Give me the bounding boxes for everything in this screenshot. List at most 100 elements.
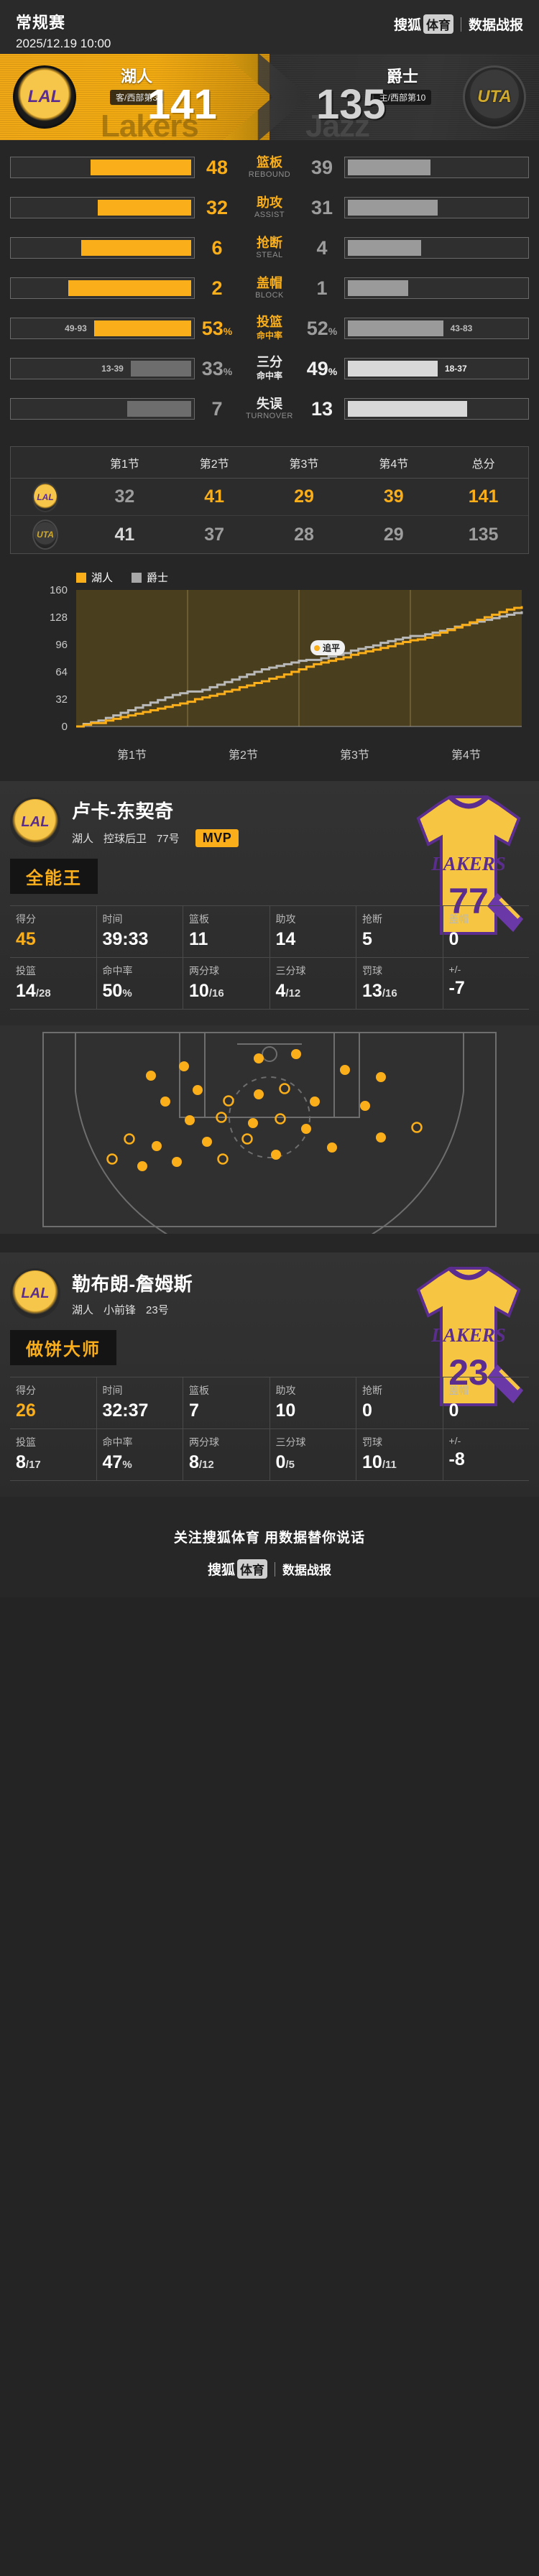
player-card-second: LAKERS 23 LAL 勒布朗-詹姆斯 湖人 小前锋 23号 做饼大师 得分 26 时间 32:3…: [0, 1252, 539, 1497]
stat-label-cn: 失误: [257, 397, 282, 412]
player-stat-key: 抢断: [362, 1385, 382, 1396]
player-stat-key: 抢断: [362, 913, 382, 925]
stat-label-cn: 投篮: [257, 314, 282, 329]
player-stat-cell: 命中率 47%: [97, 1429, 183, 1480]
svg-text:LAKERS: LAKERS: [430, 853, 506, 874]
player-stat-row: 得分 26 时间 32:37 篮板 7 助攻 10 抢断 0 盖帽 0: [10, 1377, 529, 1428]
player-number: 23号: [146, 1304, 169, 1316]
player-stat-cell: 三分球 4/12: [270, 958, 356, 1009]
player-stat-cell: 篮板 11: [183, 906, 270, 957]
scoreboard-hero: Lakers Jazz LAL UTA 湖人 客/西部第3 爵士 主/西部第10…: [0, 54, 539, 140]
league-title: 常规赛: [16, 14, 66, 32]
stat-value-home: 7: [211, 397, 223, 420]
player-stat-value: 8/12: [189, 1452, 214, 1472]
player-stat-value: 10/16: [189, 981, 224, 1001]
stat-label: 助攻 ASSIST: [239, 195, 300, 219]
header-report-label: 数据战报: [468, 18, 523, 33]
player-stat-key: 三分球: [275, 965, 306, 977]
svg-text:77: 77: [448, 881, 489, 921]
player-stat-cell: 命中率 50%: [97, 958, 183, 1009]
player-team-logo: LAL: [10, 797, 60, 847]
svg-text:64: 64: [55, 666, 68, 678]
player-stat-key: 投篮: [16, 965, 36, 977]
footer-sohu-logo: 搜狐 体育: [208, 1559, 267, 1579]
quarter-score-cell: 32: [114, 486, 135, 507]
stat-label: 三分 命中率: [239, 354, 300, 382]
legend-label-away: 爵士: [147, 572, 169, 584]
away-team-abbr: UTA: [477, 87, 512, 106]
player-stat-key: +/-: [448, 964, 461, 975]
chart-x-label: 第3节: [340, 749, 369, 762]
legend-swatch-away: [132, 572, 142, 583]
player-stat-cell: +/- -8: [443, 1429, 530, 1480]
player-stat-value: -7: [448, 978, 465, 998]
quarter-row-logo-cell: UTA: [11, 520, 80, 550]
stat-value-home: 48: [206, 156, 229, 178]
player-stat-value: 8/17: [16, 1452, 41, 1472]
player-stat-grid: 得分 26 时间 32:37 篮板 7 助攻 10 抢断 0 盖帽 0 投篮 8/17 命中率 47% 两分球 8…: [10, 1377, 529, 1481]
stat-bar-fill-home: [97, 200, 191, 216]
svg-text:32: 32: [55, 693, 68, 706]
jersey-graphic: LAKERS 23: [416, 1266, 523, 1406]
stat-bar-sub-home: 13-39: [101, 364, 124, 374]
player-stat-key: 两分球: [189, 1436, 219, 1448]
player-stat-key: 命中率: [102, 965, 133, 977]
home-team-rank: 客/西部第3: [109, 90, 163, 105]
quarter-header-row: 第1节 第2节 第3节 第4节 总分: [11, 447, 528, 479]
quarter-header-cell: 第1节: [109, 458, 139, 471]
stat-bar-fill-away: [348, 160, 430, 175]
player-stat-key: 篮板: [189, 1385, 209, 1396]
team-mini-logo: UTA: [32, 520, 58, 550]
player-stat-sub: /16: [208, 987, 224, 1000]
stat-label-cn: 篮板: [257, 155, 282, 170]
stat-bar-fill-away: [348, 200, 438, 216]
stat-value-away: 13: [310, 397, 333, 420]
player-position: 控球后卫: [103, 833, 147, 845]
stat-unit-away: %: [328, 325, 338, 337]
team-stat-row: 6 抢断 STEAL 4: [10, 232, 529, 264]
stat-bar-home: [10, 237, 195, 259]
score-progression-chart: 湖人 爵士 0 32 64 96 128 160 追平 第1节 第2节 第3节 第4节: [10, 570, 529, 762]
stat-label-cn2: 命中率: [256, 331, 282, 341]
stat-label-en: ASSIST: [254, 210, 285, 219]
legend-item-home: 湖人: [76, 570, 113, 585]
quarter-header-cell: 第2节: [199, 458, 229, 471]
quarter-header-cell: 第3节: [289, 458, 319, 471]
stat-label-en: TURNOVER: [246, 411, 293, 420]
stat-bar-fill-home: [68, 280, 191, 296]
player-stat-sub: /16: [382, 987, 397, 1000]
player-stat-cell: 时间 32:37: [97, 1377, 183, 1428]
quarter-score-cell: 37: [204, 524, 225, 545]
player-header: LAL 卢卡-东契奇 湖人 控球后卫 77号 MVP: [10, 797, 529, 847]
quarter-score-cell: 135: [468, 524, 499, 545]
game-datetime: 2025/12.19 10:00: [16, 37, 111, 50]
quarter-header-cell: 总分: [471, 458, 495, 471]
home-team-abbr: LAL: [27, 87, 62, 106]
stat-bar-home: 13-39: [10, 358, 195, 379]
team-stat-row: 2 盖帽 BLOCK 1: [10, 272, 529, 304]
player-stat-key: 时间: [102, 913, 123, 925]
player-team: 湖人: [72, 833, 94, 845]
svg-text:160: 160: [50, 584, 68, 596]
stat-label-cn: 三分: [257, 354, 282, 369]
player-stat-cell: 得分 45: [10, 906, 97, 957]
footer-brand: 搜狐 体育 数据战报: [0, 1559, 539, 1579]
stat-bar-home: [10, 277, 195, 299]
stat-bar-fill-away: [348, 240, 421, 256]
quarter-header-cell: 第4节: [379, 458, 409, 471]
quarter-table-row: UTA 41 37 28 29 135: [11, 516, 528, 553]
player-stat-cell: 两分球 8/12: [183, 1429, 270, 1480]
footer-brand-tag: 体育: [237, 1559, 267, 1579]
stat-value-away: 4: [316, 236, 328, 259]
away-team-logo: UTA: [463, 65, 526, 129]
legend-item-away: 爵士: [132, 570, 168, 585]
stat-label: 失误 TURNOVER: [239, 397, 300, 420]
stat-bar-fill-away: [348, 361, 438, 377]
player-stat-cell: 抢断 5: [356, 906, 443, 957]
player-stat-sub: %: [122, 987, 132, 1000]
chart-annotation-tie: 追平: [310, 640, 346, 655]
player-stat-cell: 罚球 10/11: [356, 1429, 443, 1480]
stat-label-cn: 抢断: [257, 236, 282, 251]
stat-label-en: BLOCK: [255, 290, 284, 300]
player-stat-key: 得分: [16, 913, 36, 925]
